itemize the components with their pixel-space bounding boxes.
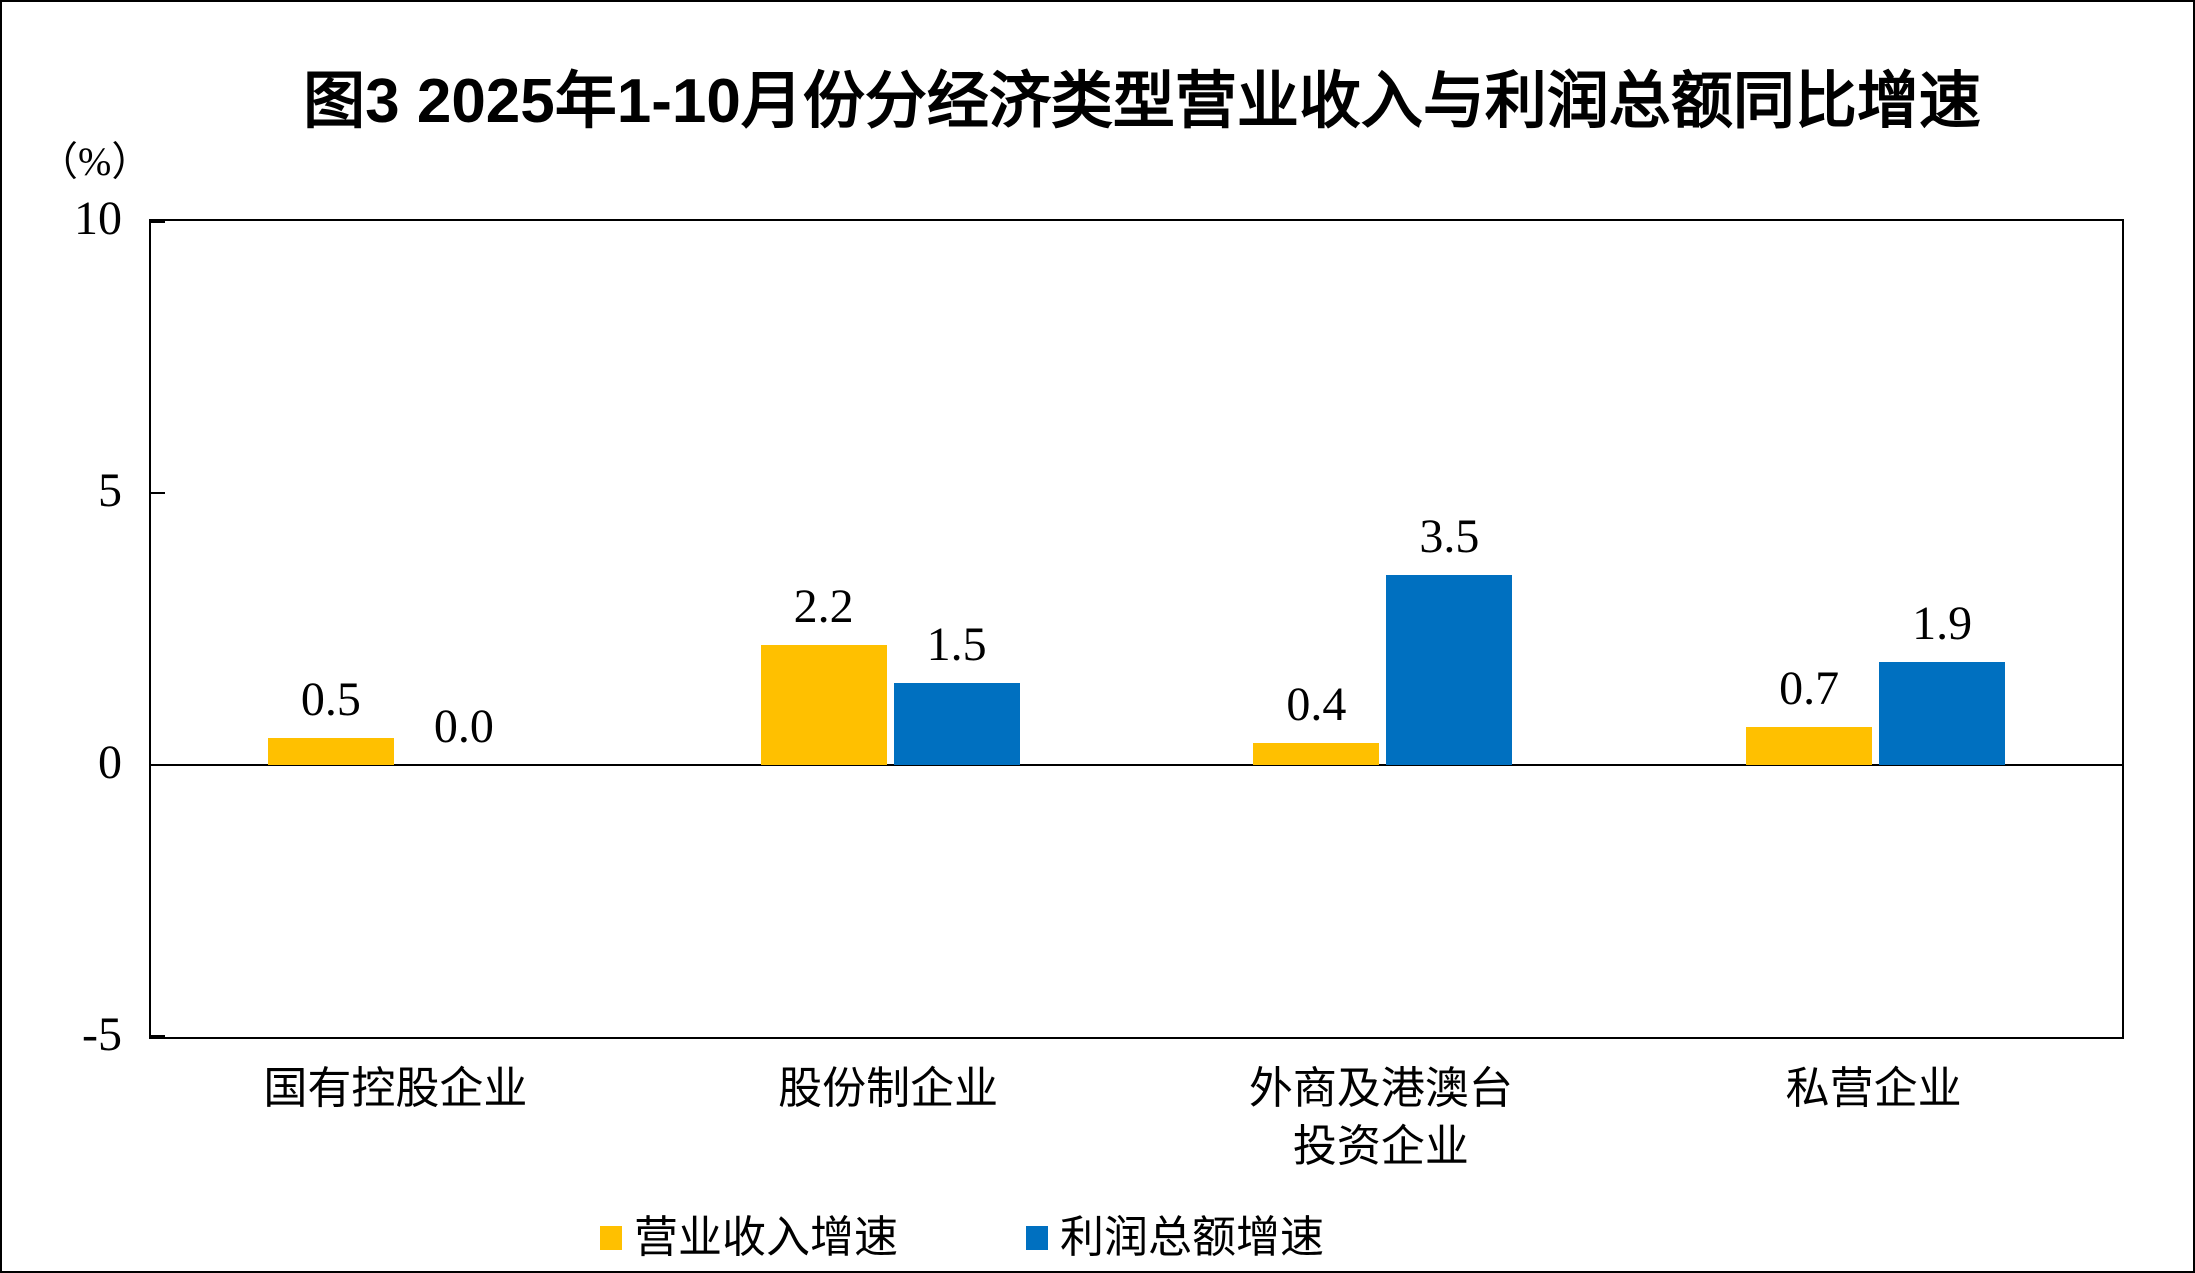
x-category-label-line: 国有控股企业	[263, 1064, 528, 1113]
y-tick-mark	[151, 492, 165, 494]
x-axis-zero-line	[151, 764, 2122, 766]
bar-s0-c3	[1746, 726, 1873, 765]
legend: 营业收入增速 利润总额增速	[600, 1212, 1324, 1264]
y-tick-label: 10	[74, 192, 122, 245]
legend-item-1: 利润总额增速	[1026, 1212, 1324, 1264]
y-tick-mark	[151, 221, 165, 223]
bar-s1-c2	[1386, 574, 1513, 765]
value-label-s1-c0: 0.0	[433, 700, 494, 753]
bar-s0-c2	[1253, 743, 1380, 765]
legend-swatch-icon	[600, 1226, 622, 1250]
x-category-label-0: 国有控股企业	[135, 1060, 655, 1118]
bar-s0-c0	[267, 737, 394, 765]
bar-s1-c1	[893, 683, 1020, 765]
legend-label: 利润总额增速	[1060, 1213, 1324, 1262]
chart-title: 图3 2025年1-10月份分经济类型营业收入与利润总额同比增速	[303, 67, 1981, 136]
value-label-s0-c3: 0.7	[1779, 661, 1840, 715]
x-category-label-3: 私营企业	[1614, 1060, 2134, 1118]
value-label-s1-c3: 1.9	[1912, 596, 1973, 650]
value-label-s1-c2: 3.5	[1419, 509, 1480, 563]
x-category-label-2: 外商及港澳台 投资企业	[1121, 1060, 1641, 1176]
x-category-label-line: 股份制企业	[778, 1064, 999, 1113]
value-label-s1-c1: 1.5	[926, 618, 987, 672]
y-axis-unit-label: （%）	[38, 139, 152, 184]
plot-area: 0.5 2.2 0.4 0.7 0.0 1.5 3.5 1.9	[149, 219, 2124, 1039]
y-tick-mark	[151, 764, 165, 766]
bar-s0-c1	[760, 645, 887, 765]
x-category-label-1: 股份制企业	[628, 1060, 1148, 1118]
legend-label: 营业收入增速	[634, 1213, 898, 1262]
value-label-s0-c0: 0.5	[300, 672, 361, 726]
y-tick-mark	[151, 1035, 165, 1037]
x-category-label-line: 投资企业	[1292, 1122, 1469, 1171]
legend-item-0: 营业收入增速	[600, 1212, 898, 1264]
value-label-s0-c2: 0.4	[1286, 678, 1347, 732]
legend-swatch-icon	[1026, 1226, 1048, 1250]
value-label-s0-c1: 2.2	[793, 580, 854, 634]
y-tick-label: -5	[82, 1008, 122, 1061]
x-category-label-line: 外商及港澳台	[1248, 1064, 1513, 1113]
y-tick-label: 0	[98, 736, 122, 789]
x-category-label-line: 私营企业	[1785, 1064, 1962, 1113]
bar-s1-c3	[1879, 661, 2006, 765]
y-tick-label: 5	[98, 464, 122, 517]
